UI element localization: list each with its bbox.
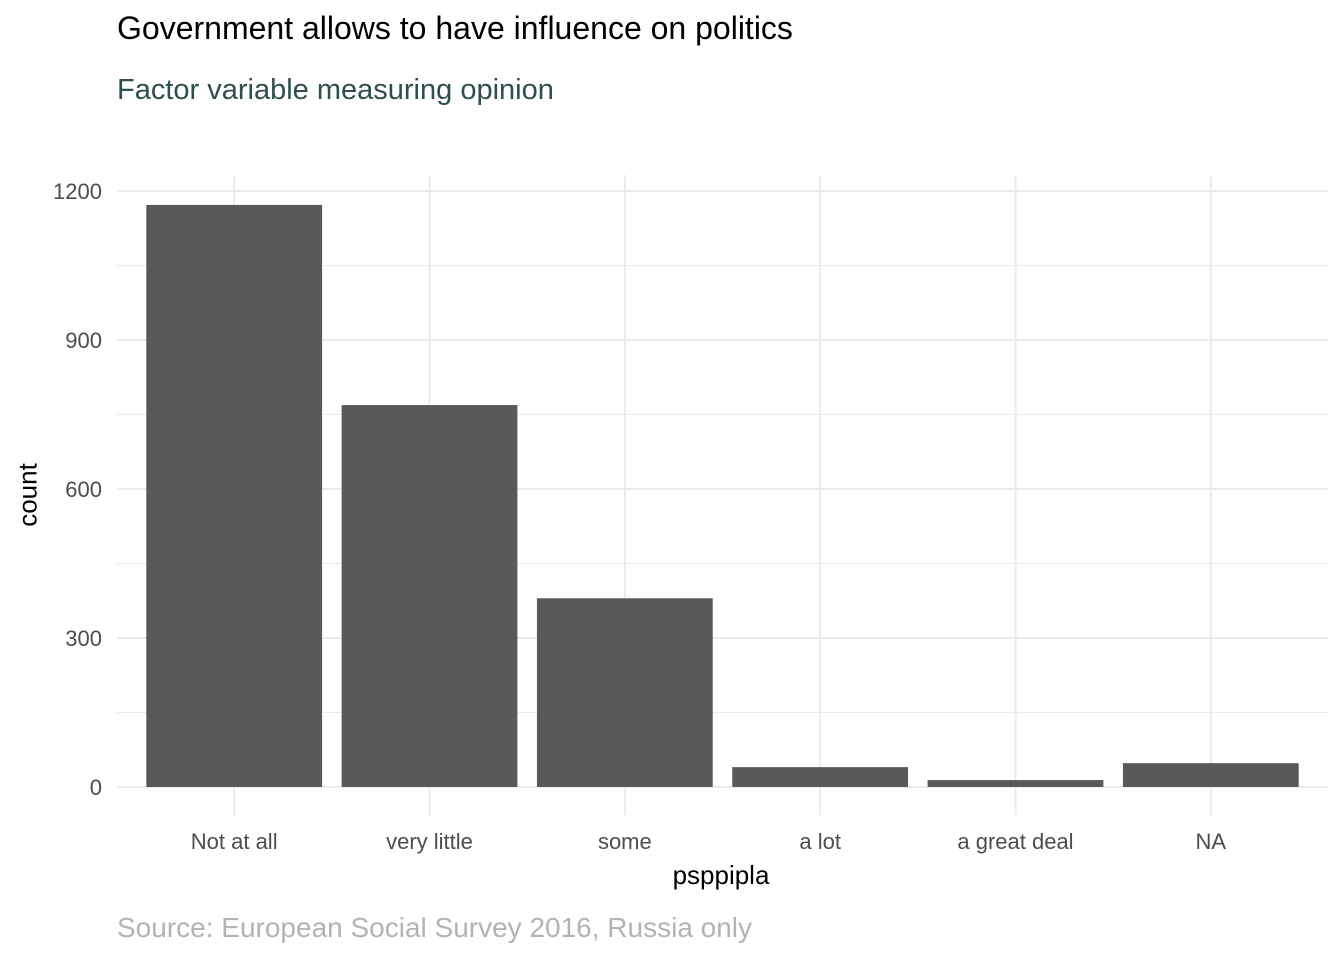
y-tick-labels: 0 300 600 900 1200 (53, 179, 102, 800)
bar-very-little (341, 405, 518, 787)
y-tick-label: 900 (65, 328, 102, 353)
bar-na (1122, 763, 1299, 787)
x-tick-label: some (598, 829, 652, 854)
bar-a-great-deal (927, 780, 1104, 787)
chart-subtitle: Factor variable measuring opinion (117, 74, 554, 106)
x-tick-label: very little (386, 829, 473, 854)
y-tick-label: 600 (65, 477, 102, 502)
x-tick-label: NA (1196, 829, 1227, 854)
y-tick-label: 1200 (53, 179, 102, 204)
bar-a-lot (732, 767, 909, 787)
x-tick-label: a lot (799, 829, 841, 854)
x-tick-label: a great deal (957, 829, 1073, 854)
x-tick-labels: Not at all very little some a lot a great de… (191, 829, 1227, 854)
chart-caption: Source: European Social Survey 2016, Rus… (117, 912, 753, 943)
y-tick-label: 300 (65, 626, 102, 651)
bar-not-at-all (146, 204, 323, 787)
bars (146, 204, 1299, 787)
y-tick-label: 0 (90, 775, 102, 800)
bar-some (536, 598, 713, 787)
x-tick-label: Not at all (191, 829, 278, 854)
x-axis-label: psppipla (672, 860, 770, 890)
chart-title: Government allows to have influence on p… (117, 10, 793, 46)
